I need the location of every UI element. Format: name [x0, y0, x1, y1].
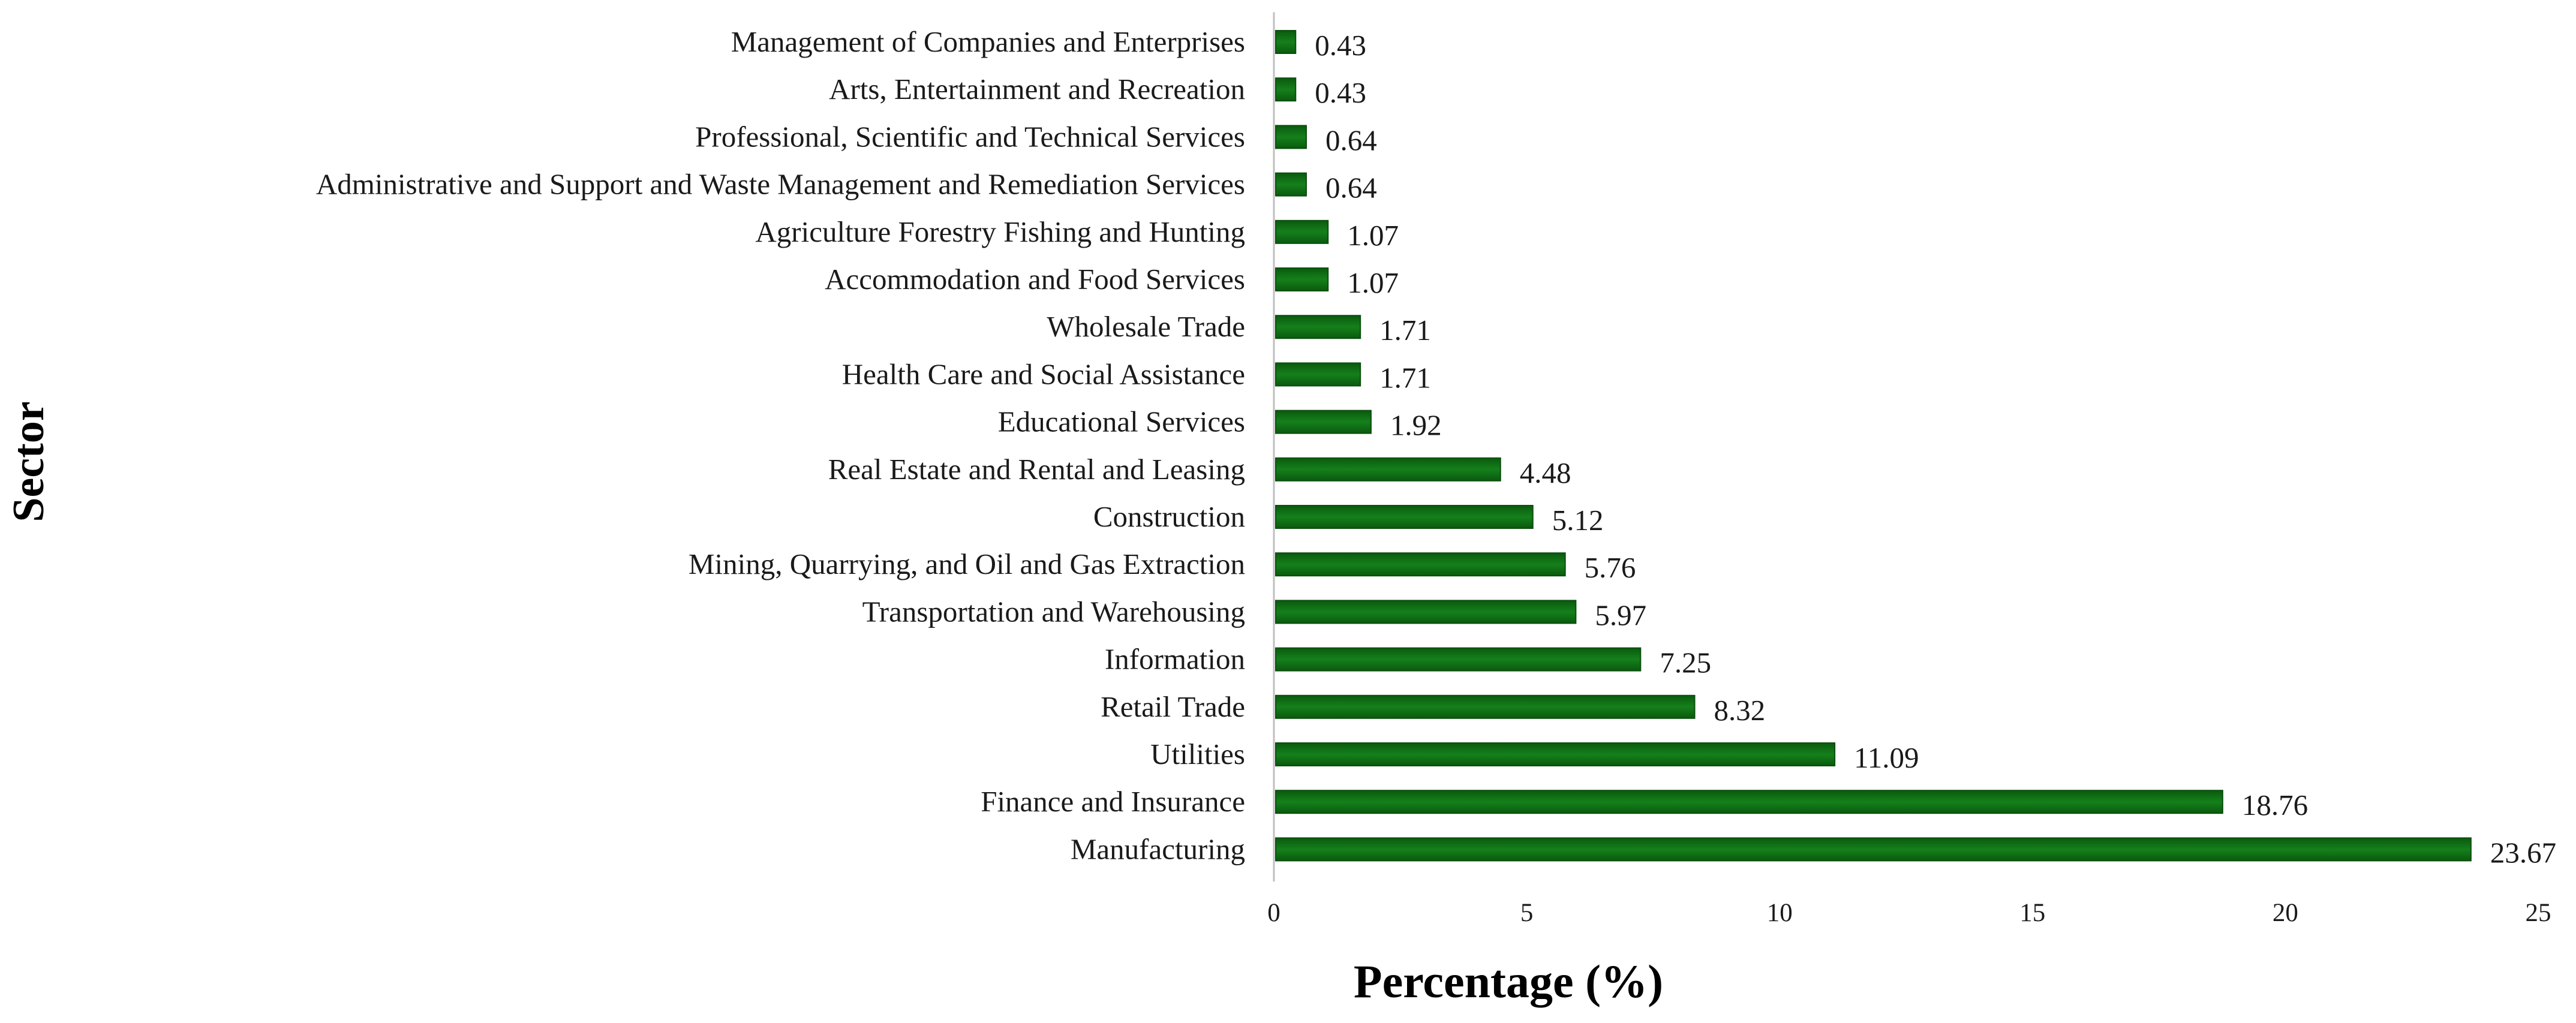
bar-professional-scientific-and-technical-services [1275, 125, 1307, 149]
bar-retail-trade [1275, 694, 1696, 719]
category-label: Utilities [1150, 738, 1245, 771]
value-label: 1.71 [1379, 314, 1431, 347]
value-label: 5.97 [1595, 598, 1646, 631]
value-label: 5.12 [1552, 504, 1604, 537]
category-label: Arts, Entertainment and Recreation [829, 73, 1245, 106]
bar-real-estate-and-rental-and-leasing [1275, 457, 1501, 482]
value-label: 23.67 [2490, 836, 2556, 869]
category-label: Real Estate and Rental and Leasing [828, 453, 1245, 486]
x-tick-label: 10 [1767, 899, 1793, 927]
category-label: Information [1105, 643, 1245, 676]
bar-manufacturing [1275, 837, 2472, 862]
y-axis-title: Sector [4, 401, 53, 522]
bar-mining-quarrying-and-oil-and-gas-extraction [1275, 552, 1566, 577]
category-label: Management of Companies and Enterprises [731, 25, 1245, 58]
bar-administrative-and-support-and-waste-management-and-remediation-services [1275, 172, 1307, 197]
bar-health-care-and-social-assistance [1275, 362, 1361, 387]
value-label: 1.71 [1379, 361, 1431, 394]
x-axis-title: Percentage (%) [1354, 955, 1663, 1007]
category-label: Health Care and Social Assistance [842, 357, 1245, 390]
category-label: Transportation and Warehousing [862, 595, 1245, 628]
bar-information [1275, 647, 1642, 672]
bar-agriculture-forestry-fishing-and-hunting [1275, 219, 1329, 244]
value-label: 1.92 [1390, 409, 1442, 442]
value-label: 8.32 [1714, 694, 1766, 727]
category-label: Wholesale Trade [1047, 310, 1245, 343]
category-label: Mining, Quarrying, and Oil and Gas Extra… [689, 547, 1245, 580]
value-label: 18.76 [2242, 789, 2308, 822]
bar-finance-and-insurance [1275, 790, 2223, 814]
bar-arts-entertainment-and-recreation [1275, 77, 1297, 102]
x-tick-label: 0 [1267, 899, 1281, 927]
bar-utilities [1275, 742, 1836, 766]
bar-transportation-and-warehousing [1275, 600, 1577, 624]
category-label: Retail Trade [1101, 690, 1245, 723]
category-label: Finance and Insurance [981, 785, 1245, 818]
category-labels: Management of Companies and Enterprises A… [316, 25, 1245, 865]
bar-wholesale-trade [1275, 315, 1361, 339]
x-tick-label: 25 [2526, 899, 2551, 927]
value-label: 1.07 [1347, 266, 1399, 299]
value-label: 0.64 [1325, 124, 1377, 157]
bar-management-of-companies-and-enterprises [1275, 30, 1297, 54]
category-label: Manufacturing [1071, 832, 1245, 865]
x-tick-label: 15 [2019, 899, 2045, 927]
category-label: Administrative and Support and Waste Man… [316, 168, 1245, 201]
category-label: Agriculture Forestry Fishing and Hunting [755, 215, 1245, 248]
x-axis: 0 5 10 15 20 25 [1267, 12, 2551, 927]
category-label: Construction [1093, 500, 1245, 533]
category-label: Professional, Scientific and Technical S… [695, 120, 1245, 153]
category-label: Accommodation and Food Services [825, 263, 1245, 296]
x-tick-label: 20 [2273, 899, 2298, 927]
x-tick-label: 5 [1520, 899, 1534, 927]
value-label: 7.25 [1660, 646, 1711, 679]
value-label: 0.64 [1325, 171, 1377, 204]
category-label: Educational Services [998, 405, 1245, 438]
bar-construction [1275, 505, 1534, 529]
value-label: 0.43 [1315, 76, 1366, 109]
value-label: 1.07 [1347, 219, 1399, 252]
value-labels: 0.43 0.43 0.64 0.64 1.07 1.07 1.71 1.71 1.92 4.48… [1315, 29, 2556, 869]
bars-layer [1275, 30, 2472, 862]
value-label: 0.43 [1315, 29, 1366, 62]
value-label: 5.76 [1585, 551, 1636, 584]
bar-accommodation-and-food-services [1275, 267, 1329, 291]
bar-educational-services [1275, 410, 1372, 434]
value-label: 4.48 [1520, 456, 1571, 489]
value-label: 11.09 [1854, 741, 1919, 774]
